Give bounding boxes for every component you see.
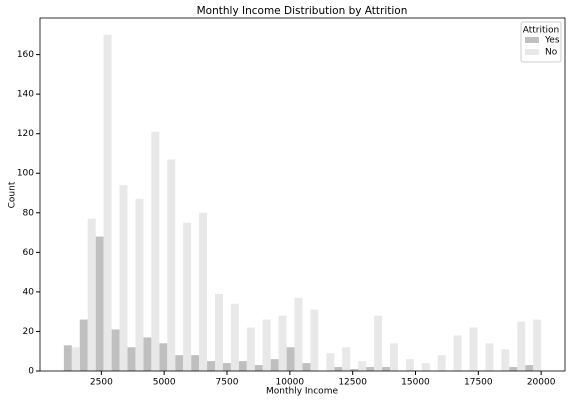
bar	[127, 347, 136, 371]
bar	[103, 34, 112, 372]
bar	[143, 337, 152, 371]
y-tick-label: 0	[28, 367, 34, 377]
bar	[175, 355, 184, 371]
bar	[222, 363, 231, 371]
bar	[199, 212, 208, 371]
bar	[183, 222, 192, 371]
bar	[350, 369, 359, 371]
bar	[87, 218, 96, 371]
bar	[302, 363, 311, 371]
bar	[517, 321, 526, 371]
y-tick-label: 40	[23, 287, 35, 297]
bar	[159, 343, 168, 371]
x-tick-label: 5000	[153, 378, 176, 388]
bar	[366, 367, 375, 371]
bar	[238, 361, 247, 371]
bar	[95, 236, 104, 371]
y-tick-label: 100	[17, 169, 34, 179]
y-tick-label: 140	[17, 90, 34, 100]
bar	[191, 355, 200, 371]
legend-title: Attrition	[523, 26, 560, 36]
legend-swatch	[525, 49, 539, 55]
bar	[262, 319, 271, 371]
y-tick-label: 160	[17, 50, 34, 60]
y-tick-label: 20	[23, 327, 35, 337]
bar	[71, 347, 80, 371]
x-tick-label: 12500	[338, 378, 367, 388]
y-tick-label: 60	[23, 248, 35, 258]
bar	[469, 327, 478, 371]
bar	[382, 367, 390, 371]
bar	[509, 367, 518, 371]
bar	[533, 319, 542, 371]
chart-title: Monthly Income Distribution by Attrition	[197, 5, 408, 17]
legend-label: Yes	[544, 36, 560, 46]
bar	[342, 347, 351, 371]
x-tick-label: 20000	[527, 378, 556, 388]
bar	[230, 303, 239, 371]
bar	[334, 367, 343, 371]
bar	[453, 335, 462, 371]
bar	[135, 198, 144, 371]
bar	[111, 329, 120, 371]
bar	[326, 353, 335, 371]
bar	[278, 315, 287, 371]
y-axis-label: Count	[8, 181, 18, 208]
x-tick-label: 10000	[276, 378, 305, 388]
bar	[310, 309, 319, 371]
bar	[374, 315, 383, 371]
legend-label: No	[545, 48, 558, 58]
x-tick-label: 15000	[401, 378, 430, 388]
bar	[119, 185, 128, 371]
bar	[215, 293, 223, 371]
bar	[358, 361, 367, 371]
x-axis-label: Monthly Income	[266, 387, 338, 397]
bar	[270, 359, 279, 371]
bar	[421, 363, 430, 371]
bar	[405, 359, 414, 371]
bar	[167, 159, 176, 371]
bar	[246, 327, 255, 371]
bar	[151, 131, 160, 371]
bar	[294, 297, 303, 371]
bar	[254, 365, 263, 371]
bar	[63, 345, 72, 371]
bar	[501, 349, 510, 371]
bar	[525, 365, 534, 371]
bar	[485, 343, 494, 371]
legend-swatch	[525, 37, 539, 43]
bar	[286, 347, 295, 371]
plot-frame	[39, 17, 566, 372]
bar	[207, 361, 216, 371]
y-tick-label: 120	[17, 129, 34, 139]
bar	[437, 355, 446, 371]
x-tick-label: 17500	[464, 378, 493, 388]
x-tick-label: 2500	[90, 378, 113, 388]
bar	[389, 343, 398, 371]
x-tick-label: 7500	[216, 378, 239, 388]
bar	[79, 319, 88, 371]
y-tick-label: 80	[23, 208, 35, 218]
